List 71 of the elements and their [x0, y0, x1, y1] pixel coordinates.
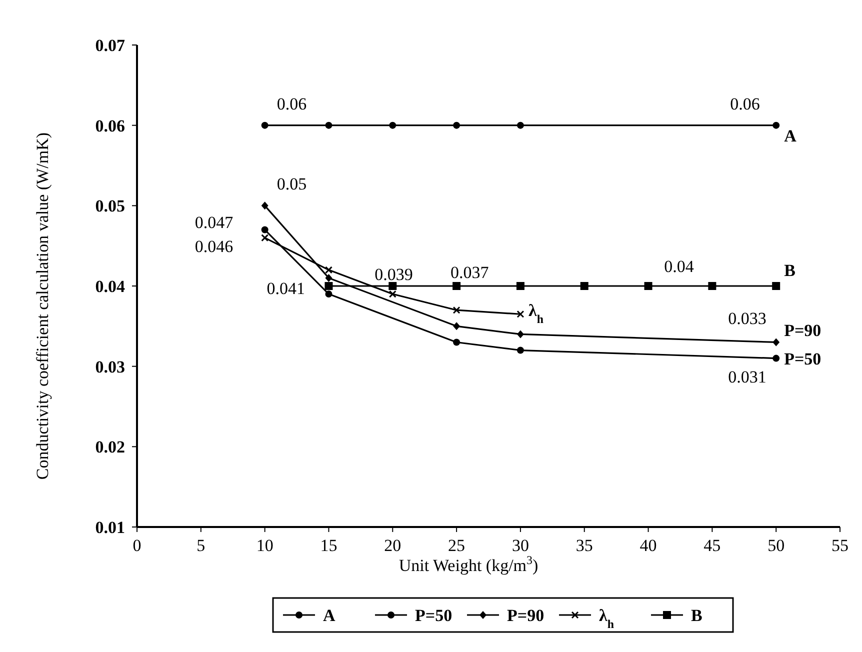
point [452, 306, 460, 314]
point [516, 282, 524, 290]
x-tick-label: 40 [640, 536, 657, 555]
y-tick-label: 0.06 [95, 116, 125, 136]
y-tick-label: 0.03 [95, 357, 125, 376]
point [516, 330, 524, 338]
point [324, 282, 333, 290]
x-tick-label: 45 [704, 536, 721, 555]
x-tick-label: 20 [384, 536, 402, 555]
x-tick-label: 30 [512, 536, 529, 555]
point [388, 290, 396, 298]
annotation: 0.04 [664, 257, 694, 276]
legend-label: P=50 [415, 606, 452, 625]
point [772, 354, 780, 362]
point [453, 338, 460, 346]
point [772, 122, 780, 129]
point [388, 282, 397, 290]
point [516, 310, 524, 318]
x-tick-label: 35 [576, 536, 593, 555]
annotation: 0.039 [374, 265, 413, 284]
y-tick-label: 0.04 [95, 277, 126, 296]
text: B [784, 261, 796, 280]
point [324, 266, 332, 274]
point [389, 122, 396, 129]
x-axis-title: Unit Weight (kg/m$^{3}$) [398, 553, 538, 575]
x-tick-label: 15 [320, 536, 338, 555]
point [453, 322, 460, 330]
annotation: 0.05 [276, 174, 307, 194]
annotation: 0.041 [266, 278, 305, 298]
text: P=50 [784, 349, 822, 368]
annotation: 0.047 [194, 212, 234, 232]
point [453, 122, 460, 129]
annotation: 0.06 [730, 94, 760, 114]
y-axis-title: Conductivity coefficient calculation value (W/mK) [33, 132, 52, 480]
annotation: 0.033 [728, 309, 766, 328]
text: P=90 [784, 321, 822, 340]
x-tick-label: 55 [832, 536, 848, 555]
point [261, 122, 268, 129]
legend-label: A [323, 606, 336, 625]
y-tick-label: 0.07 [95, 36, 126, 55]
annotation: 0.037 [450, 263, 490, 282]
annotation: 0.06 [276, 94, 307, 114]
point [644, 282, 652, 290]
point [452, 282, 461, 290]
point [708, 282, 716, 290]
point [325, 122, 332, 129]
x-tick-label: 25 [448, 536, 466, 555]
point [325, 274, 332, 282]
x-tick-label: 50 [768, 536, 785, 555]
x-tick-label: 0 [132, 536, 142, 555]
point [325, 290, 332, 298]
y-tick-label: 0.01 [95, 518, 125, 537]
point [516, 122, 524, 129]
legend-label: λ$_{h}$ [599, 606, 614, 631]
x-tick-label: 10 [256, 536, 274, 555]
y-tick-label: 0.02 [95, 438, 125, 457]
point [261, 226, 268, 234]
x-tick-label: 5 [196, 536, 206, 555]
point [516, 346, 524, 354]
point [772, 282, 780, 290]
point [580, 282, 588, 290]
text: A [784, 126, 796, 146]
annotation: 0.046 [194, 236, 234, 256]
y-tick-label: 0.05 [95, 196, 125, 216]
annotation: 0.031 [728, 367, 766, 386]
point [772, 338, 780, 346]
point [261, 234, 269, 242]
point [261, 202, 268, 210]
legend-label: B [691, 606, 702, 625]
legend-label: P=90 [507, 606, 544, 625]
text: λ$_{h}$ [528, 301, 544, 326]
